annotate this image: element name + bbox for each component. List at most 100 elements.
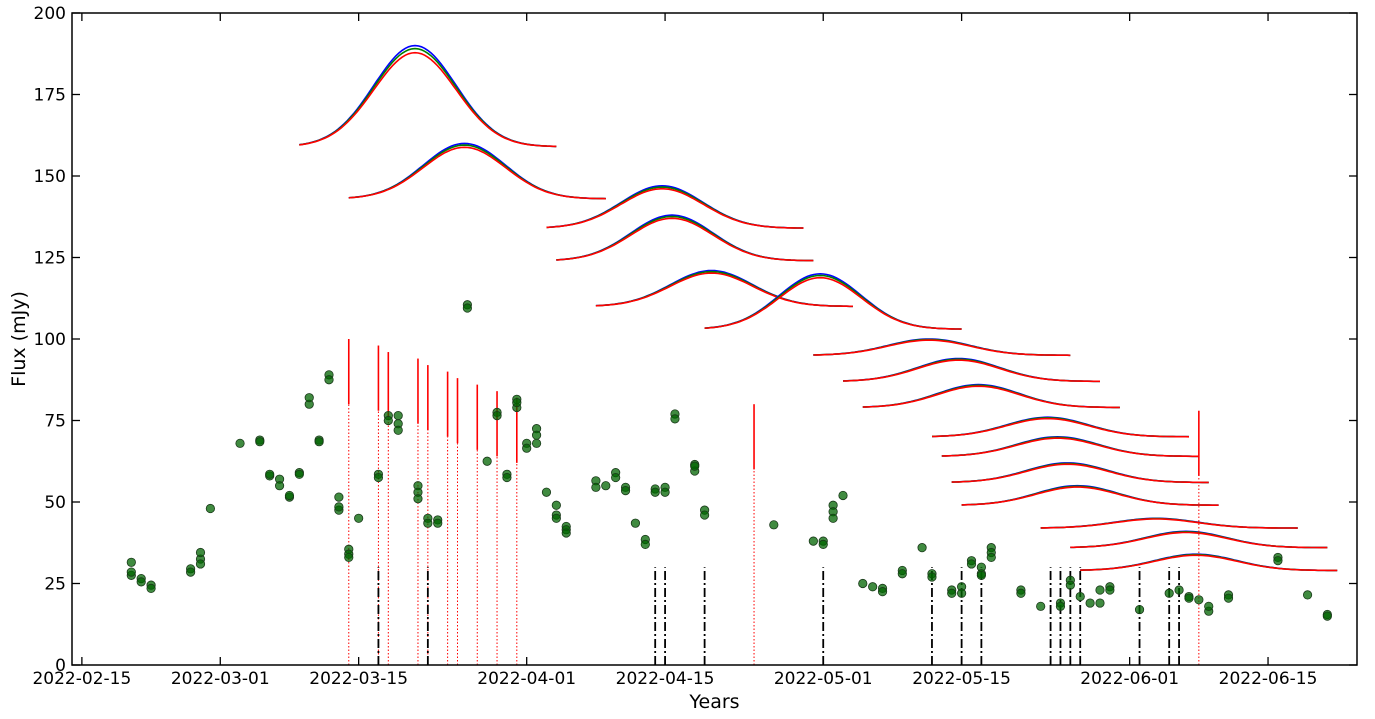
data-point — [354, 513, 364, 523]
data-point — [561, 528, 571, 538]
data-point — [1016, 588, 1026, 598]
data-point — [1322, 611, 1332, 621]
data-point — [274, 481, 285, 491]
data-point — [195, 559, 206, 569]
data-point — [927, 572, 937, 582]
data-point — [541, 487, 552, 497]
y-tick-label: 100 — [34, 330, 66, 350]
data-point — [126, 557, 136, 567]
data-point — [423, 518, 433, 528]
x-tick-label: 2022-05-01 — [774, 669, 873, 689]
data-point — [640, 539, 650, 549]
profile-curve — [1070, 531, 1328, 549]
data-point — [531, 438, 542, 448]
data-point — [650, 487, 660, 497]
profile-curve — [1080, 554, 1338, 572]
data-point — [769, 520, 779, 530]
data-point — [1223, 593, 1234, 603]
x-tick-label: 2022-03-15 — [309, 669, 408, 689]
profile-curve — [951, 463, 1209, 484]
profile-curve — [931, 417, 1190, 438]
data-point — [611, 472, 621, 483]
data-point — [858, 578, 868, 589]
data-point — [1134, 604, 1145, 615]
data-point — [146, 583, 156, 593]
data-point — [136, 577, 146, 587]
profile-curve — [546, 187, 804, 229]
data-point — [284, 490, 295, 501]
data-point — [205, 503, 215, 514]
data-point — [492, 411, 502, 421]
data-point — [334, 502, 344, 512]
y-tick-label: 125 — [34, 249, 66, 269]
data-point — [1273, 556, 1283, 566]
data-point — [1302, 590, 1313, 600]
data-point — [304, 393, 314, 403]
data-point — [186, 567, 196, 577]
data-point — [551, 500, 561, 510]
data-point — [393, 411, 403, 421]
profile-curve — [941, 437, 1199, 458]
data-point — [690, 461, 700, 471]
data-point — [670, 414, 680, 424]
data-point — [1055, 601, 1066, 611]
data-point — [1164, 588, 1174, 598]
data-point — [462, 303, 472, 313]
data-point — [700, 510, 710, 520]
y-tick-label: 150 — [34, 167, 66, 187]
data-point — [324, 375, 334, 385]
data-point — [601, 481, 611, 491]
x-axis-ticks: 2022-02-15 2022-03-01 2022-03-15 2022-04-01… — [32, 13, 1317, 689]
data-point — [373, 472, 384, 483]
data-point — [966, 559, 977, 569]
x-tick-label: 2022-04-01 — [477, 669, 576, 689]
data-point — [957, 588, 967, 598]
data-point — [818, 539, 828, 549]
x-tick-label: 2022-05-15 — [912, 669, 1011, 689]
data-point — [1184, 593, 1194, 603]
data-point — [620, 485, 631, 496]
profile-curve — [842, 359, 1100, 383]
x-tick-label: 2022-04-15 — [616, 669, 715, 689]
data-point — [255, 437, 265, 447]
data-point — [195, 547, 206, 558]
y-axis-ticks: 0 25 50 75 100 125 150 175 200 — [34, 4, 1357, 676]
data-point — [383, 415, 393, 426]
scatter-points — [126, 300, 1332, 621]
y-tick-label: 25 — [44, 575, 66, 595]
data-point — [265, 469, 275, 479]
data-point — [334, 492, 344, 502]
data-point — [1194, 595, 1204, 605]
data-point — [1095, 598, 1105, 608]
profile-curve — [299, 51, 557, 148]
data-point — [976, 570, 986, 580]
profile-curve — [961, 486, 1219, 506]
data-point — [591, 482, 601, 492]
data-point — [126, 567, 136, 577]
data-point — [1105, 585, 1115, 595]
x-axis-title: Years — [688, 691, 739, 713]
black-event-markers — [377, 567, 1180, 665]
data-point — [433, 518, 443, 528]
data-point — [294, 469, 304, 479]
profile-curve — [813, 339, 1071, 357]
data-point — [502, 472, 512, 483]
data-point — [413, 494, 423, 504]
data-point — [1095, 585, 1105, 595]
x-tick-label: 2022-03-01 — [171, 669, 270, 689]
data-point — [551, 513, 561, 523]
data-point — [986, 552, 996, 563]
y-tick-label: 200 — [34, 4, 66, 24]
x-tick-label: 2022-02-15 — [32, 669, 131, 689]
data-point — [314, 437, 324, 447]
data-point — [808, 536, 818, 546]
data-point — [828, 513, 838, 523]
data-point — [1174, 585, 1184, 595]
data-point — [344, 552, 354, 563]
profile-curve — [862, 385, 1120, 409]
data-point — [393, 425, 403, 435]
y-tick-label: 50 — [44, 493, 66, 513]
